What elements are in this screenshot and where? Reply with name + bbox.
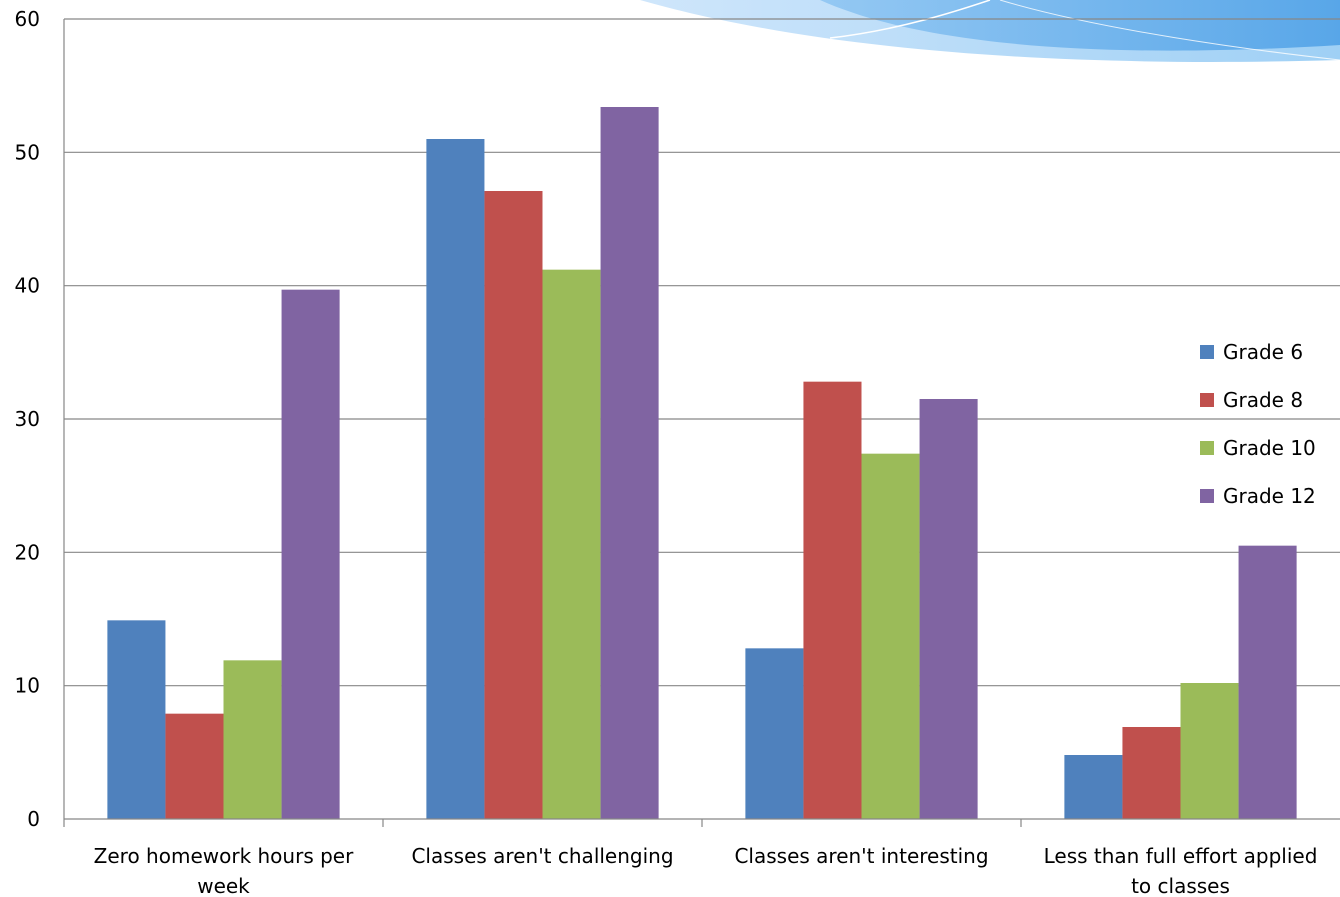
legend-swatch bbox=[1200, 393, 1214, 407]
y-tick-label: 50 bbox=[15, 140, 40, 164]
y-tick-label: 30 bbox=[15, 407, 40, 431]
bar bbox=[1180, 683, 1239, 819]
y-tick-labels: 0 10 20 30 40 50 60 bbox=[15, 7, 40, 831]
y-tick-label: 10 bbox=[15, 674, 40, 698]
gridlines bbox=[64, 18, 1340, 687]
bar bbox=[919, 399, 978, 819]
bar bbox=[281, 289, 340, 820]
y-tick-label: 0 bbox=[27, 807, 40, 831]
bar bbox=[542, 269, 601, 820]
legend-label: Grade 12 bbox=[1223, 484, 1316, 508]
legend-label: Grade 8 bbox=[1223, 388, 1303, 412]
x-category-label: Classes aren't challenging bbox=[411, 844, 673, 868]
y-tick-label: 20 bbox=[15, 540, 40, 564]
y-tick-label: 60 bbox=[15, 7, 40, 31]
x-category-labels: Zero homework hours per week Classes aren'… bbox=[94, 844, 1318, 897]
legend: Grade 6 Grade 8 Grade 10 Grade 12 bbox=[1200, 340, 1316, 508]
legend-label: Grade 10 bbox=[1223, 436, 1316, 460]
legend-swatch bbox=[1200, 441, 1214, 455]
bar bbox=[600, 107, 659, 819]
axes bbox=[63, 19, 1340, 827]
decorative-swoosh bbox=[640, 0, 1340, 62]
x-category-label: Less than full effort applied to classes bbox=[1044, 844, 1318, 897]
x-category-label: Classes aren't interesting bbox=[734, 844, 988, 868]
bar bbox=[745, 648, 804, 819]
bars bbox=[107, 107, 1297, 820]
bar bbox=[1064, 755, 1123, 819]
bar bbox=[426, 139, 485, 819]
bar bbox=[165, 713, 224, 819]
bar bbox=[1122, 727, 1181, 819]
bar bbox=[803, 381, 862, 819]
bar bbox=[484, 191, 543, 819]
legend-swatch bbox=[1200, 345, 1214, 359]
x-category-label: Zero homework hours per week bbox=[94, 844, 354, 897]
bar bbox=[107, 620, 166, 819]
legend-swatch bbox=[1200, 489, 1214, 503]
legend-label: Grade 6 bbox=[1223, 340, 1303, 364]
bar bbox=[223, 660, 282, 819]
bar bbox=[1238, 545, 1297, 819]
bar bbox=[861, 453, 920, 819]
y-tick-label: 40 bbox=[15, 274, 40, 298]
